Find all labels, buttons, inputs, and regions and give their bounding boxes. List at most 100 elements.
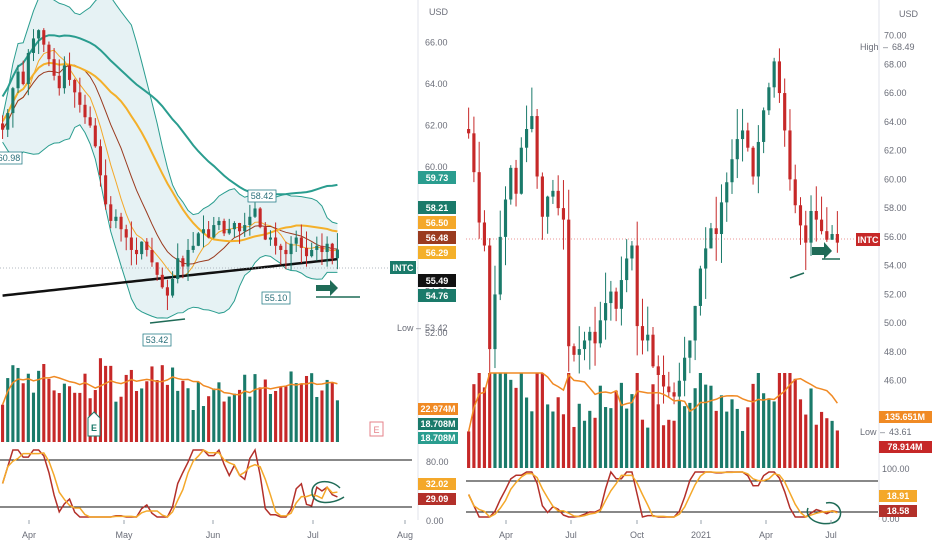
- candle-body: [693, 305, 697, 341]
- volume-bar: [294, 383, 298, 442]
- volume-bar: [609, 408, 613, 468]
- annotation-high: 58.42: [247, 189, 277, 203]
- candle-body: [762, 110, 766, 142]
- volume-bar: [619, 382, 623, 468]
- volume-bar: [804, 414, 808, 468]
- y-tick-1: 48.00: [884, 347, 907, 357]
- candle-body: [16, 71, 20, 89]
- volume-bar: [299, 383, 303, 442]
- candle-body: [294, 237, 298, 244]
- candle-body: [212, 225, 216, 238]
- x-tick-label-2: Oct: [630, 530, 645, 540]
- tag-bb-upper: 58.21: [426, 203, 449, 213]
- volume-bar: [68, 386, 72, 442]
- moving-average-fast: [2, 49, 338, 278]
- candle-body: [730, 159, 734, 183]
- candle-body: [561, 208, 566, 220]
- volume-bar: [582, 420, 587, 468]
- volume-bar: [140, 388, 144, 442]
- right-chart-panel[interactable]: [466, 48, 878, 525]
- candle-body: [793, 179, 797, 206]
- candle-body: [114, 216, 118, 221]
- volume-bar: [109, 365, 113, 442]
- volume-bar: [577, 403, 581, 468]
- candle-body: [814, 211, 818, 220]
- volume-bar: [514, 387, 518, 468]
- volume-bar: [335, 400, 339, 442]
- volume-bar: [598, 385, 602, 468]
- earnings-marker-future[interactable]: E: [369, 421, 384, 437]
- y-tick-5: 56.00: [884, 232, 907, 242]
- svg-text:E: E: [91, 423, 97, 433]
- candle-body: [709, 228, 713, 249]
- bollinger-band-fill: [2, 0, 338, 319]
- left-price-axis[interactable]: USD 52.0054.0056.0058.0060.0062.0064.006…: [417, 0, 449, 526]
- candle-body: [477, 172, 481, 223]
- y-tick-6: 58.00: [884, 203, 907, 213]
- volume-bar: [519, 373, 523, 468]
- volume-bar: [819, 411, 824, 468]
- candle-body: [614, 291, 618, 309]
- candle-body: [258, 208, 262, 228]
- left-candles: [1, 28, 339, 311]
- candle-body: [238, 222, 242, 232]
- candle-body: [263, 227, 267, 240]
- candle-body: [535, 116, 539, 177]
- candle-body: [155, 262, 159, 275]
- volume-bar: [756, 373, 760, 468]
- candle-body: [6, 113, 10, 130]
- right-price-axis[interactable]: USD 46.00 48.00 50.00 52.00 54.00 56.00 58.00 6…: [878, 0, 919, 524]
- x-tick-label-3: Jul: [307, 530, 319, 540]
- candle-body: [746, 130, 750, 148]
- volume-bar: [709, 385, 713, 468]
- volume-bar: [614, 390, 618, 468]
- x-tick-label-3: 2021: [691, 530, 711, 540]
- right-high-label: High: [860, 42, 879, 52]
- y-tick-12: 70.00: [884, 31, 907, 41]
- svg-text:USD: USD: [429, 7, 449, 17]
- x-tick-label-2: Jun: [206, 530, 221, 540]
- candle-body: [514, 167, 518, 194]
- volume-bar: [472, 384, 476, 468]
- volume-bar: [129, 369, 133, 442]
- candle-body: [540, 176, 544, 217]
- volume-bar: [604, 407, 608, 468]
- tag-left-vol-1: 18.708M: [420, 419, 455, 429]
- earnings-marker[interactable]: E: [87, 411, 101, 437]
- tag-left-stoch-d: 29.09: [426, 494, 449, 504]
- volume-bar: [145, 381, 149, 442]
- candle-body: [160, 274, 164, 288]
- volume-bar: [155, 380, 159, 442]
- volume-bar: [191, 410, 195, 442]
- volume-bar: [488, 373, 492, 468]
- volume-bar: [217, 382, 221, 442]
- right-low-drawing: [789, 272, 805, 279]
- volume-bar: [171, 367, 175, 442]
- volume-bar: [325, 379, 329, 442]
- candle-body: [493, 294, 497, 350]
- candle-body: [284, 249, 288, 255]
- right-y-ticks: 46.00 48.00 50.00 52.00 54.00 56.00 58.00 60.00…: [884, 31, 907, 386]
- volume-bar: [6, 378, 10, 442]
- volume-bar: [238, 389, 242, 442]
- candle-body: [582, 340, 587, 350]
- candle-body: [777, 61, 782, 94]
- candle-body: [274, 237, 278, 246]
- volume-bar: [572, 426, 576, 468]
- svg-text:E: E: [373, 425, 379, 435]
- candle-body: [150, 249, 154, 263]
- candle-body: [315, 245, 319, 250]
- candle-body: [104, 175, 108, 205]
- volume-bar: [524, 397, 529, 468]
- candle-body: [181, 258, 185, 267]
- candle-body: [222, 220, 226, 234]
- candle-body: [751, 147, 755, 177]
- volume-bar: [498, 373, 502, 468]
- candle-body: [253, 208, 257, 217]
- left-price-tags: 59.73 58.21 56.50 56.48 56.29 INTC 55.49…: [390, 171, 458, 505]
- volume-bar: [21, 383, 25, 442]
- left-low-dash: –: [416, 323, 421, 333]
- left-chart-panel[interactable]: 58.42 55.10 53.42 60.98 E E: [0, 0, 418, 518]
- y-tick-5: 62.00: [425, 121, 448, 131]
- volume-bar: [47, 378, 51, 442]
